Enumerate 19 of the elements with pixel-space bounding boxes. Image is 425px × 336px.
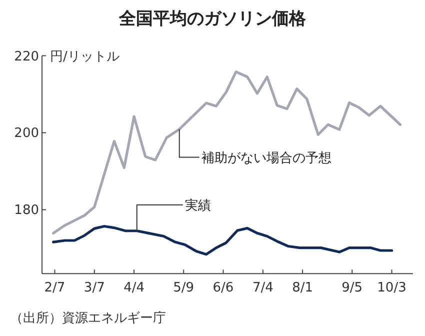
x-tick-label: 9/5 — [342, 280, 363, 296]
x-tick-label: 6/6 — [212, 280, 234, 296]
line-series — [52, 70, 402, 234]
x-tick-label: 7/4 — [252, 280, 274, 296]
x-tick-label: 4/4 — [124, 280, 145, 296]
line-series — [52, 224, 394, 256]
text: （出所）資源エネルギー庁 — [10, 310, 166, 326]
chart-title: 全国平均のガソリン価格 — [118, 9, 307, 29]
x-tick-label: 5/9 — [173, 280, 194, 296]
x-tick-label: 3/7 — [84, 280, 105, 296]
annotation: 補助がない場合の予想 — [201, 150, 332, 166]
y-tick-label: 180 — [14, 203, 39, 218]
x-tick-label: 10/3 — [377, 280, 406, 296]
x-tick-label: 2/7 — [44, 280, 66, 296]
annotation: 実績 — [184, 197, 211, 214]
y-tick-label: 220 — [14, 49, 39, 64]
x-tick-label: 8/1 — [292, 280, 314, 296]
y-tick-label: 200 — [14, 126, 39, 142]
y-axis-title: 円/リットル — [50, 49, 120, 64]
